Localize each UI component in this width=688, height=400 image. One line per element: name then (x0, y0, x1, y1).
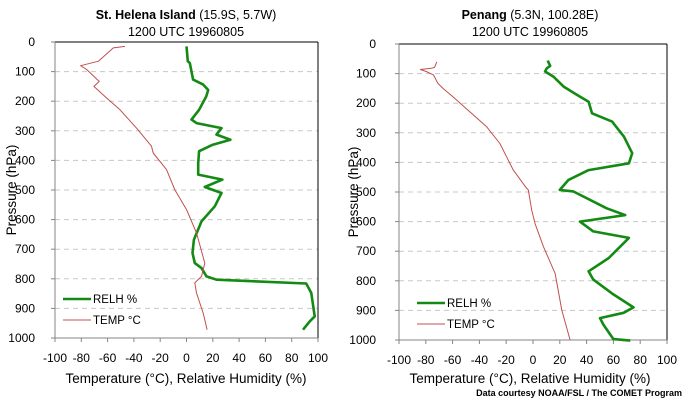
y-tick-label: 600 (356, 215, 376, 229)
x-tick-label: 60 (259, 351, 273, 365)
y-tick-label: 800 (15, 272, 35, 286)
x-tick-label: 0 (183, 351, 190, 365)
relh-series-line (185, 46, 317, 331)
y-tick-label: 300 (15, 124, 35, 138)
y-tick-label: 0 (28, 35, 35, 49)
y-tick-label: 500 (356, 185, 376, 199)
y-tick-label: 100 (15, 65, 35, 79)
y-tick-label: 600 (15, 213, 35, 227)
x-tick-label: 40 (580, 353, 594, 367)
x-tick-label: 0 (530, 353, 537, 367)
x-axis-label: Temperature (°C), Relative Humidity (%) (410, 371, 651, 386)
chart-title-bold: St. Helena Island (96, 8, 196, 22)
chart-subtitle: 1200 UTC 19960805 (472, 25, 588, 39)
y-tick-label: 400 (356, 155, 376, 169)
temp-series-line (419, 61, 571, 341)
x-tick-label: 40 (232, 351, 246, 365)
x-tick-label: -60 (444, 353, 462, 367)
x-tick-label: -100 (387, 353, 411, 367)
x-tick-label: -40 (471, 353, 489, 367)
chart-st-helena: St. Helena Island (15.9S, 5.7W) 1200 UTC … (4, 8, 328, 386)
x-tick-label: -80 (417, 353, 435, 367)
y-tick-label: 400 (15, 153, 35, 167)
x-tick-label: -20 (152, 351, 170, 365)
y-tick-label: 900 (15, 301, 35, 315)
y-tick-label: 0 (369, 37, 376, 51)
legend-temp-label: TEMP °C (93, 315, 141, 327)
x-tick-label: -20 (498, 353, 516, 367)
y-tick-label: 100 (356, 67, 376, 81)
legend-relh-label: RELH % (93, 294, 137, 306)
y-tick-label: 500 (15, 183, 35, 197)
y-tick-label: 900 (356, 303, 376, 317)
legend-temp-label: TEMP °C (447, 319, 495, 331)
y-tick-label: 1000 (8, 331, 35, 345)
x-tick-label: 20 (553, 353, 567, 367)
chart-title-rest: (5.3N, 100.28E) (507, 8, 599, 22)
x-tick-label: -80 (73, 351, 91, 365)
y-axis-label: Pressure (hPa) (4, 145, 19, 236)
chart-title: Penang (5.3N, 100.28E) (462, 8, 599, 22)
x-tick-label: 20 (206, 351, 220, 365)
y-axis-label: Pressure (hPa) (346, 147, 361, 238)
y-tick-label: 1000 (349, 333, 376, 347)
y-tick-label: 200 (356, 96, 376, 110)
y-tick-label: 700 (356, 244, 376, 258)
relh-series-line (543, 60, 635, 342)
credit-text: Data courtesy NOAA/FSL / The COMET Progr… (476, 388, 682, 398)
temp-series-line (80, 45, 208, 330)
y-tick-label: 700 (15, 242, 35, 256)
chart-penang: Penang (5.3N, 100.28E) 1200 UTC 19960805 0… (346, 8, 677, 386)
x-tick-label: -100 (43, 351, 67, 365)
x-axis-label: Temperature (°C), Relative Humidity (%) (66, 371, 307, 386)
y-tick-label: 800 (356, 274, 376, 288)
legend-relh-label: RELH % (447, 298, 491, 310)
x-tick-label: 80 (634, 353, 648, 367)
x-tick-label: 100 (308, 351, 328, 365)
x-tick-label: 100 (657, 353, 677, 367)
x-tick-label: -40 (125, 351, 143, 365)
y-tick-label: 200 (15, 94, 35, 108)
chart-title-rest: (15.9S, 5.7W) (196, 8, 277, 22)
chart-title: St. Helena Island (15.9S, 5.7W) (96, 8, 277, 22)
chart-title-bold: Penang (462, 8, 507, 22)
y-tick-label: 300 (356, 126, 376, 140)
x-tick-label: 80 (285, 351, 299, 365)
x-tick-label: -60 (99, 351, 117, 365)
x-tick-label: 60 (607, 353, 621, 367)
chart-subtitle: 1200 UTC 19960805 (128, 25, 244, 39)
